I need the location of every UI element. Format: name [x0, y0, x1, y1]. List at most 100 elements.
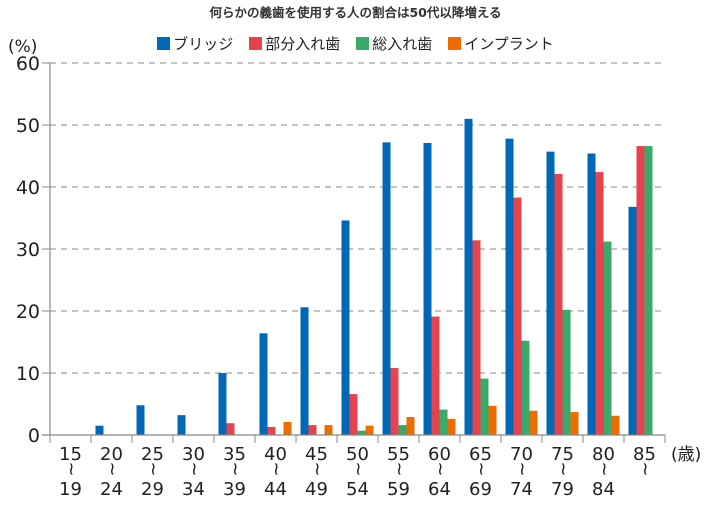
bar-partial-denture: [308, 425, 317, 435]
legend-label-implant: インプラント: [464, 35, 554, 53]
bars: [95, 118, 653, 436]
x-category-from: 85: [633, 444, 656, 465]
x-category-from: 25: [141, 444, 164, 465]
x-category-to: 64: [428, 479, 451, 500]
bar-full-denture: [439, 409, 448, 435]
bar-bridge: [423, 142, 432, 436]
bar-partial-denture: [595, 172, 604, 435]
bar-bridge: [341, 220, 350, 435]
bar-implant: [611, 415, 620, 435]
legend-swatch-full-denture: [356, 37, 370, 50]
y-tick-label: 10: [16, 363, 40, 385]
x-category-separator: ~: [61, 461, 82, 476]
x-category-separator: ~: [512, 461, 533, 476]
x-category-to: 79: [551, 479, 574, 500]
bar-full-denture: [562, 309, 571, 435]
bar-full-denture: [644, 146, 653, 435]
bar-implant: [324, 425, 333, 435]
x-category-to: 54: [346, 479, 369, 500]
bar-implant: [570, 412, 579, 435]
legend-item-full-denture: 総入れ歯: [356, 33, 432, 54]
legend-label-full-denture: 総入れ歯: [372, 35, 433, 53]
bar-implant: [488, 405, 497, 435]
x-category-to: 84: [592, 479, 615, 500]
bar-implant: [406, 417, 415, 435]
bar-bridge: [587, 153, 596, 435]
x-category-separator: ~: [389, 461, 410, 476]
x-category-separator: ~: [471, 461, 492, 476]
x-category-to: 49: [305, 479, 328, 500]
x-category-to: 69: [469, 479, 492, 500]
gridlines: [50, 62, 665, 374]
bar-partial-denture: [267, 426, 276, 435]
x-category-separator: ~: [266, 461, 287, 476]
legend-swatch-partial-denture: [249, 37, 263, 50]
bar-partial-denture: [554, 173, 563, 436]
x-category-from: 40: [264, 444, 287, 465]
y-tick-label: 0: [28, 425, 40, 447]
bar-full-denture: [398, 425, 407, 435]
legend-swatch-implant: [448, 37, 462, 50]
x-category-from: 70: [510, 444, 533, 465]
x-category-separator: ~: [225, 461, 246, 476]
x-category-from: 55: [387, 444, 410, 465]
bar-implant: [447, 418, 456, 435]
legend-label-partial-denture: 部分入れ歯: [265, 35, 341, 53]
bar-partial-denture: [349, 394, 358, 435]
x-category-to: 29: [141, 479, 164, 500]
bar-full-denture: [521, 340, 530, 435]
x-category-to: 34: [182, 479, 205, 500]
bar-implant: [529, 410, 538, 435]
x-category-separator: ~: [635, 461, 656, 476]
x-category-to: 39: [223, 479, 246, 500]
bar-bridge: [546, 151, 555, 435]
bar-partial-denture: [390, 368, 399, 435]
bar-bridge: [218, 373, 227, 435]
x-category-from: 60: [428, 444, 451, 465]
bar-bridge: [382, 142, 391, 436]
x-category-from: 35: [223, 444, 246, 465]
x-category-to: 24: [100, 479, 123, 500]
bar-partial-denture: [636, 146, 645, 435]
axes: [42, 62, 666, 443]
bar-implant: [283, 421, 292, 435]
x-category-to: 74: [510, 479, 533, 500]
bar-bridge: [177, 415, 186, 435]
legend-item-bridge: ブリッジ: [157, 33, 233, 54]
bar-bridge: [300, 307, 309, 435]
y-tick-label: 20: [16, 301, 40, 323]
x-category-from: 30: [182, 444, 205, 465]
x-category-from: 80: [592, 444, 615, 465]
legend: ブリッジ 部分入れ歯 総入れ歯 インプラント: [0, 33, 711, 54]
x-category-from: 65: [469, 444, 492, 465]
x-category-to: 59: [387, 479, 410, 500]
legend-item-partial-denture: 部分入れ歯: [249, 33, 340, 54]
x-category-from: 15: [59, 444, 82, 465]
x-category-from: 20: [100, 444, 123, 465]
x-category-from: 50: [346, 444, 369, 465]
x-category-to: 44: [264, 479, 287, 500]
x-category-separator: ~: [102, 461, 123, 476]
axis-labels: 0102030405060(%)15~1920~2425~2930~3435~3…: [8, 37, 701, 500]
bar-full-denture: [603, 241, 612, 435]
legend-label-bridge: ブリッジ: [173, 35, 234, 53]
bar-bridge: [259, 333, 268, 435]
x-category-separator: ~: [553, 461, 574, 476]
bar-partial-denture: [472, 240, 481, 435]
y-tick-label: 60: [16, 53, 40, 75]
x-category-separator: ~: [430, 461, 451, 476]
bar-implant: [365, 425, 374, 435]
x-category-separator: ~: [348, 461, 369, 476]
x-category-separator: ~: [594, 461, 615, 476]
y-tick-label: 50: [16, 115, 40, 137]
x-category-from: 75: [551, 444, 574, 465]
chart-title: 何らかの義歯を使用する人の割合は50代以降増える: [209, 5, 502, 20]
bar-partial-denture: [513, 197, 522, 435]
legend-swatch-bridge: [157, 37, 171, 50]
legend-item-implant: インプラント: [448, 33, 554, 54]
x-category-separator: ~: [143, 461, 164, 476]
bar-full-denture: [357, 430, 366, 435]
x-axis-unit-label: (歳): [671, 445, 701, 465]
bar-bridge: [95, 425, 104, 435]
bar-bridge: [136, 405, 145, 435]
